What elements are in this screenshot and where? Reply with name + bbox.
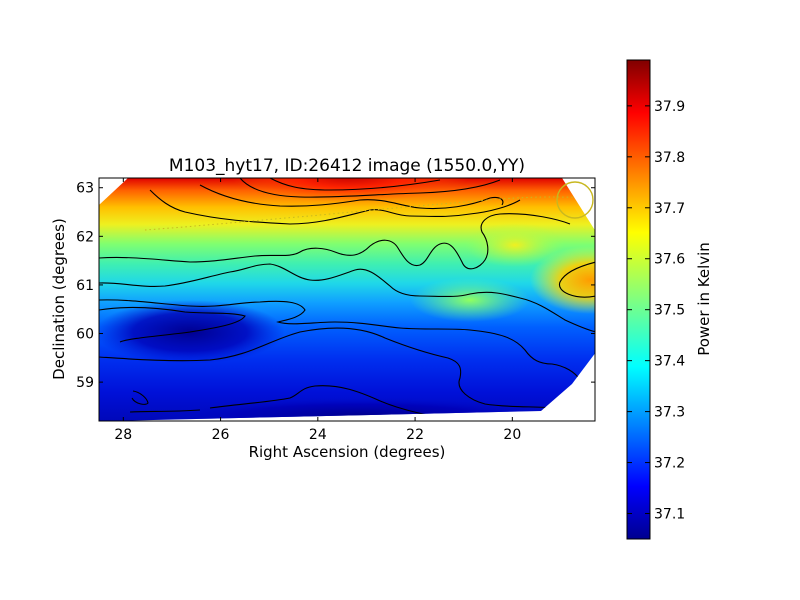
contour-line (239, 178, 501, 198)
colorbar-tick-label: 37.4 (654, 354, 685, 370)
y-axis-label: Declination (degrees) (50, 218, 68, 380)
top-hot-region (230, 178, 470, 202)
colorbar-tick-label: 37.9 (654, 99, 685, 115)
contour-line (99, 299, 581, 381)
colorbar-gradient (626, 59, 651, 540)
chart-title: M103_hyt17, ID:26412 image (1550.0,YY) (169, 156, 525, 176)
contour-line (199, 184, 504, 210)
cold-bottom-region (160, 397, 560, 421)
colorbar-label: Power in Kelvin (695, 242, 713, 356)
colorbar: 37.1 37.2 37.3 37.4 37.5 37.6 37.7 37.8 37.9 Pow… (626, 59, 713, 540)
contour-line (269, 178, 441, 191)
x-tick-label: 22 (406, 427, 424, 443)
colorbar-tick-label: 37.6 (654, 252, 685, 268)
contours (99, 178, 595, 421)
colorbar-tick-label: 37.2 (654, 456, 685, 472)
colorbar-tick-label: 37.7 (654, 201, 685, 217)
x-axis-label: Right Ascension (degrees) (249, 443, 446, 461)
contour-line (99, 263, 595, 333)
green-tongue (410, 278, 530, 322)
yellow-region (465, 223, 565, 267)
x-tick-label: 24 (309, 427, 327, 443)
colorbar-tick-label: 37.3 (654, 405, 685, 421)
heatmap (99, 178, 595, 421)
colorbar-ticks: 37.1 37.2 37.3 37.4 37.5 37.6 37.7 37.8 37.9 (627, 99, 685, 523)
contour-line (99, 327, 557, 409)
x-axis: 28 26 24 22 20 (114, 178, 521, 443)
x-tick-label: 28 (114, 427, 132, 443)
colorbar-tick-label: 37.1 (654, 507, 685, 523)
colorbar-tick-label: 37.8 (654, 150, 685, 166)
contour-line (99, 213, 571, 270)
y-tick-label: 62 (76, 229, 94, 245)
y-axis: 59 60 61 62 63 (76, 181, 595, 391)
plot-area-frame (98, 177, 596, 422)
contour-line (149, 189, 521, 225)
contour-line (99, 306, 246, 343)
contour-line (209, 385, 461, 421)
x-tick-label: 20 (503, 427, 521, 443)
y-tick-label: 61 (76, 278, 94, 294)
y-tick-label: 59 (76, 375, 94, 391)
right-hot-region (530, 246, 595, 314)
contour-line (131, 390, 149, 405)
colorbar-tick-label: 37.5 (654, 303, 685, 319)
beam-circle-marker (556, 181, 594, 219)
x-tick-label: 26 (212, 427, 230, 443)
y-tick-label: 60 (76, 327, 94, 343)
y-tick-label: 63 (76, 181, 94, 197)
contour-line (558, 261, 595, 298)
contour-line (129, 409, 201, 413)
